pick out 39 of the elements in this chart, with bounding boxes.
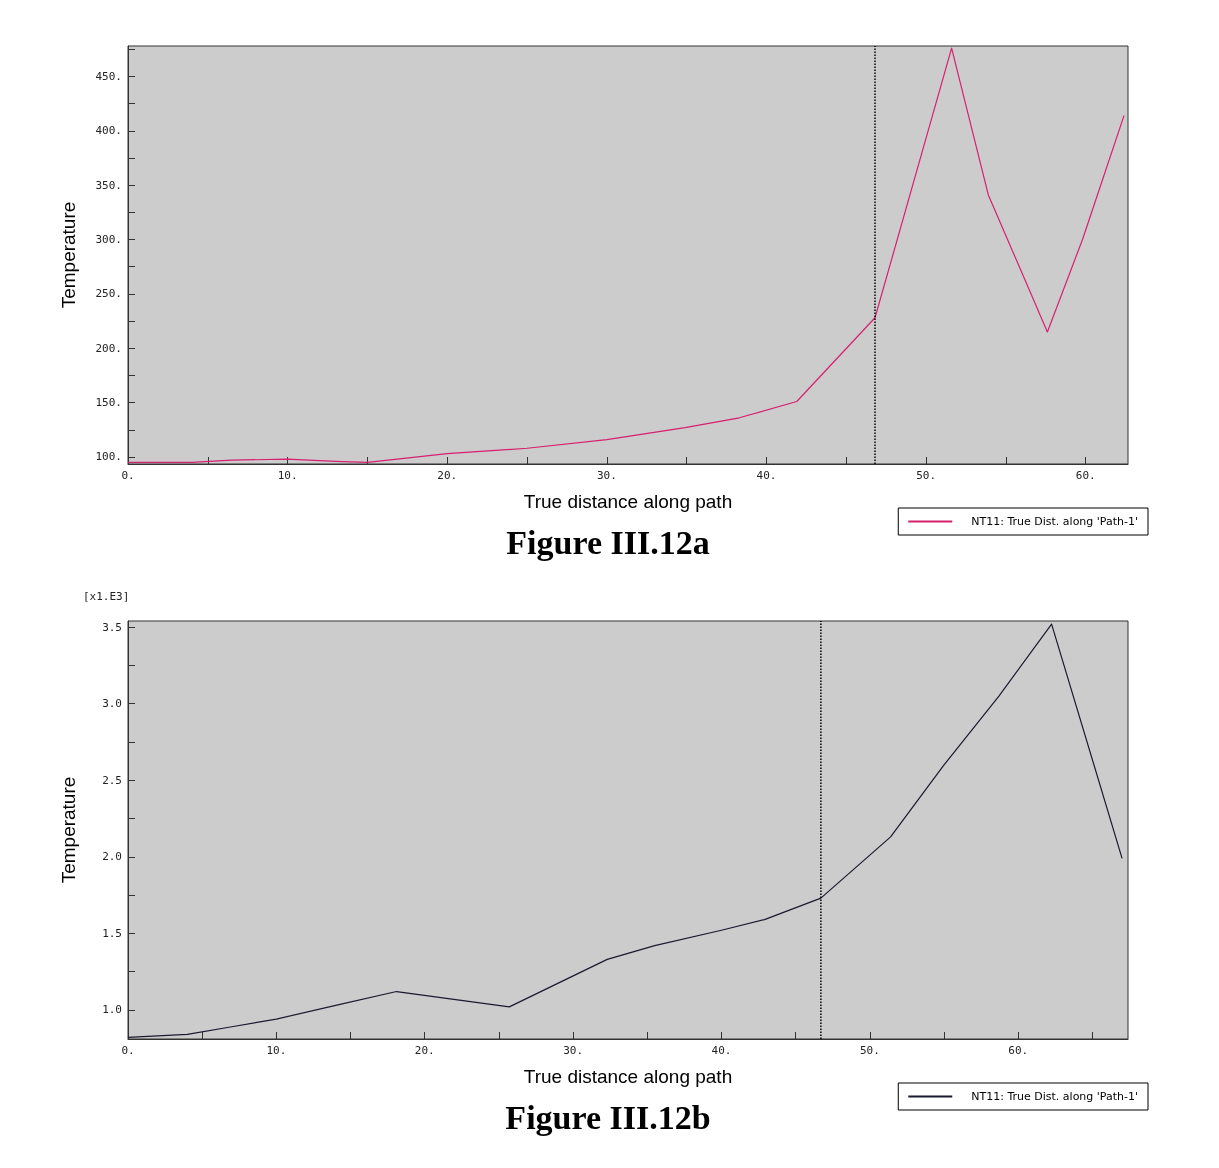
x-tick-label: 30. [596, 469, 617, 482]
y-tick-label: 150. [95, 396, 122, 410]
y-tick-label: 1.0 [102, 1003, 122, 1017]
x-tick-label: 50. [859, 1044, 880, 1057]
y-tick-label: 2.0 [102, 850, 122, 864]
x-tick-label: 0. [121, 1044, 135, 1057]
y-tick-label: 100. [95, 450, 122, 464]
line-series [127, 47, 1125, 463]
y-axis-title: Temperature [58, 201, 79, 309]
x-tick-label: 20. [437, 469, 458, 482]
x-tick-label: 40. [711, 1044, 732, 1057]
y-tick-label: 300. [95, 233, 122, 247]
y-tick-label: 450. [95, 69, 122, 83]
x-tick-label: 10. [266, 1044, 287, 1057]
y-tick-label: 200. [95, 341, 122, 355]
x-tick-label: 60. [1008, 1044, 1029, 1057]
x-tick-label: 60. [1075, 469, 1096, 482]
y-tick-label: 250. [95, 287, 122, 301]
y-tick-label: 350. [95, 178, 122, 192]
x-tick-label: 40. [756, 469, 777, 482]
y-axis-title: Temperature [58, 776, 79, 884]
line-series [127, 623, 1123, 1039]
text: Figure III.12b [505, 1098, 711, 1136]
legend-label: NT11: True Dist. along 'Path-1' [971, 515, 1138, 528]
y-tick-label: 400. [95, 124, 122, 138]
x-tick-label: 0. [121, 469, 135, 482]
y-tick-label: 2.5 [102, 773, 122, 787]
legend-label: NT11: True Dist. along 'Path-1' [971, 1090, 1138, 1103]
x-tick-label: 50. [916, 469, 937, 482]
y-tick-label: 1.5 [102, 926, 122, 940]
x-axis-title: True distance along path [523, 491, 733, 512]
text: [x1.E3] [83, 590, 130, 603]
x-axis-title: True distance along path [523, 1066, 733, 1087]
x-tick-label: 30. [563, 1044, 584, 1057]
x-tick-label: 10. [277, 469, 298, 482]
text: Figure III.12a [506, 523, 710, 561]
y-tick-label: 3.0 [102, 697, 122, 711]
x-tick-label: 20. [414, 1044, 435, 1057]
y-tick-label: 3.5 [102, 620, 122, 634]
